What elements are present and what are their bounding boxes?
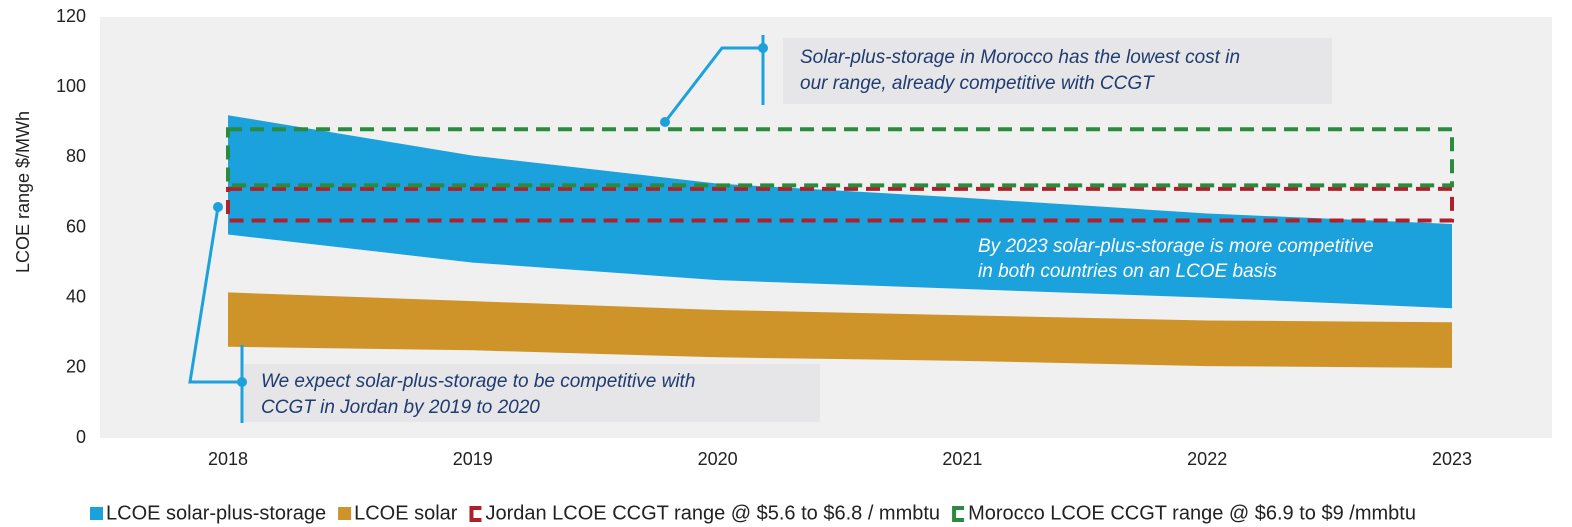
legend-swatch	[338, 507, 352, 520]
x-tick-label: 2020	[698, 449, 738, 469]
legend-swatch	[952, 506, 965, 522]
legend-label: Jordan LCOE CCGT range @ $5.6 to $6.8 / …	[485, 502, 940, 524]
range-band	[228, 115, 1452, 309]
y-axis-label: LCOE range $/MWh	[13, 111, 33, 273]
y-tick-label: 20	[66, 357, 86, 377]
legend-label: LCOE solar-plus-storage	[106, 502, 326, 524]
leader-dot	[213, 202, 223, 212]
annotation-box	[244, 364, 820, 422]
annotation-box	[783, 38, 1332, 104]
leader-line	[663, 46, 763, 123]
x-tick-label: 2019	[453, 449, 493, 469]
range-box	[226, 186, 1454, 223]
x-tick-label: 2018	[208, 449, 248, 469]
leader-line	[188, 206, 242, 384]
leader-dot	[237, 377, 247, 387]
range-band	[228, 292, 1452, 368]
annotation-text: By 2023 solar-plus-storage is more compe…	[978, 236, 1374, 257]
x-tick-label: 2021	[942, 449, 982, 469]
range-box	[226, 127, 1454, 188]
x-tick-label: 2023	[1432, 449, 1472, 469]
y-tick-label: 80	[66, 146, 86, 166]
legend-swatch	[469, 506, 482, 522]
legend-label: Morocco LCOE CCGT range @ $6.9 to $9 /mm…	[968, 502, 1416, 524]
legend-swatch	[90, 507, 103, 520]
legend: LCOE solar-plus-storage LCOE solar Jordan …	[90, 502, 1416, 524]
leader-dot	[660, 117, 670, 127]
leader-dots	[213, 43, 768, 387]
annotation-text: in both countries on an LCOE basis	[978, 261, 1277, 282]
annotation-text: CCGT in Jordan by 2019 to 2020	[261, 397, 540, 418]
y-tick-label: 100	[56, 76, 86, 96]
legend-label: LCOE solar	[354, 502, 458, 524]
x-tick-label: 2022	[1187, 449, 1227, 469]
y-tick-label: 0	[76, 427, 86, 447]
annotation-text: our range, already competitive with CCGT	[800, 73, 1155, 94]
y-tick-label: 120	[56, 6, 86, 26]
leader-dot	[758, 43, 768, 53]
y-tick-label: 40	[66, 286, 86, 306]
annotation-text: Solar-plus-storage in Morocco has the lo…	[800, 47, 1240, 68]
y-tick-label: 60	[66, 216, 86, 236]
annotation-text: We expect solar-plus-storage to be compe…	[261, 371, 695, 392]
